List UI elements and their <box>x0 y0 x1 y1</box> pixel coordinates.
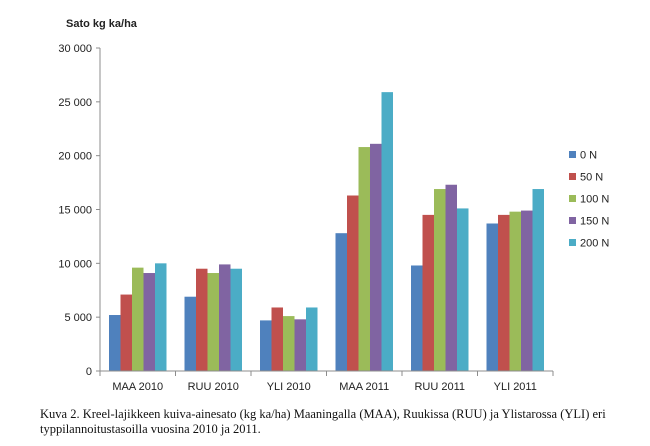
y-tick-label: 25 000 <box>58 97 92 109</box>
bar-100n-4 <box>434 189 446 371</box>
x-categories: MAA 2010 RUU 2010 YLI 2010 MAA 2011 RUU 2011… <box>99 371 554 393</box>
x-category-label: RUU 2010 <box>188 381 239 393</box>
bars <box>109 92 544 371</box>
y-tick-label: 10 000 <box>58 258 92 270</box>
figure-caption: Kuva 2. Kreel-lajikkeen kuiva-ainesato (… <box>40 407 606 436</box>
legend-swatch <box>569 151 576 158</box>
bar-100n-3 <box>358 147 370 371</box>
bar-50n-2 <box>271 307 283 371</box>
bar-50n-0 <box>120 294 132 371</box>
bar-200n-1 <box>230 268 242 371</box>
y-tick-label: 15 000 <box>58 205 92 217</box>
x-category-label: RUU 2011 <box>414 381 465 393</box>
y-tick-label: 30 000 <box>58 43 92 55</box>
bar-50n-1 <box>196 268 208 371</box>
bar-150n-2 <box>294 319 306 371</box>
x-category-label: MAA 2010 <box>112 381 163 393</box>
legend-label: 150 N <box>580 216 609 228</box>
bar-100n-2 <box>283 316 295 371</box>
bar-150n-4 <box>445 184 457 371</box>
bar-150n-0 <box>143 273 155 371</box>
y-tick-label: 0 <box>86 366 92 378</box>
bar-50n-3 <box>347 195 359 371</box>
y-axis-label: Sato kg ka/ha <box>66 18 138 30</box>
x-category-label: YLI 2010 <box>267 381 311 393</box>
bar-50n-5 <box>498 214 510 371</box>
bar-50n-4 <box>422 214 434 371</box>
bar-100n-1 <box>207 273 219 371</box>
bar-0n-1 <box>184 296 196 371</box>
bar-100n-0 <box>132 267 144 371</box>
legend-label: 200 N <box>580 238 609 250</box>
bar-200n-4 <box>457 208 469 371</box>
bar-150n-1 <box>219 264 231 371</box>
legend-label: 100 N <box>580 194 609 206</box>
y-ticks: 0 5 000 10 000 15 000 20 000 25 000 30 000 <box>58 43 100 378</box>
bar-0n-2 <box>260 320 272 371</box>
bar-200n-2 <box>306 307 318 371</box>
bar-200n-0 <box>155 263 167 371</box>
bar-150n-3 <box>370 143 382 371</box>
x-category-label: MAA 2011 <box>339 381 389 393</box>
legend-swatch <box>569 239 576 246</box>
bar-0n-0 <box>109 315 121 371</box>
legend-swatch <box>569 217 576 224</box>
x-category-label: YLI 2011 <box>494 381 537 393</box>
legend-label: 0 N <box>580 150 597 162</box>
y-tick-label: 5 000 <box>64 312 92 324</box>
bar-chart: Sato kg ka/ha 0 5 000 10 000 15 000 20 000 25… <box>58 18 609 393</box>
bar-100n-5 <box>509 211 521 371</box>
bar-0n-3 <box>335 233 347 371</box>
bar-0n-5 <box>486 223 498 371</box>
legend-swatch <box>569 195 576 202</box>
legend: 0 N 50 N 100 N 150 N 200 N <box>569 150 609 250</box>
bar-150n-5 <box>521 210 533 371</box>
legend-swatch <box>569 173 576 180</box>
bar-0n-4 <box>411 265 423 371</box>
legend-label: 50 N <box>580 172 603 184</box>
bar-200n-5 <box>532 189 544 371</box>
bar-200n-3 <box>381 92 393 371</box>
y-tick-label: 20 000 <box>58 151 92 163</box>
